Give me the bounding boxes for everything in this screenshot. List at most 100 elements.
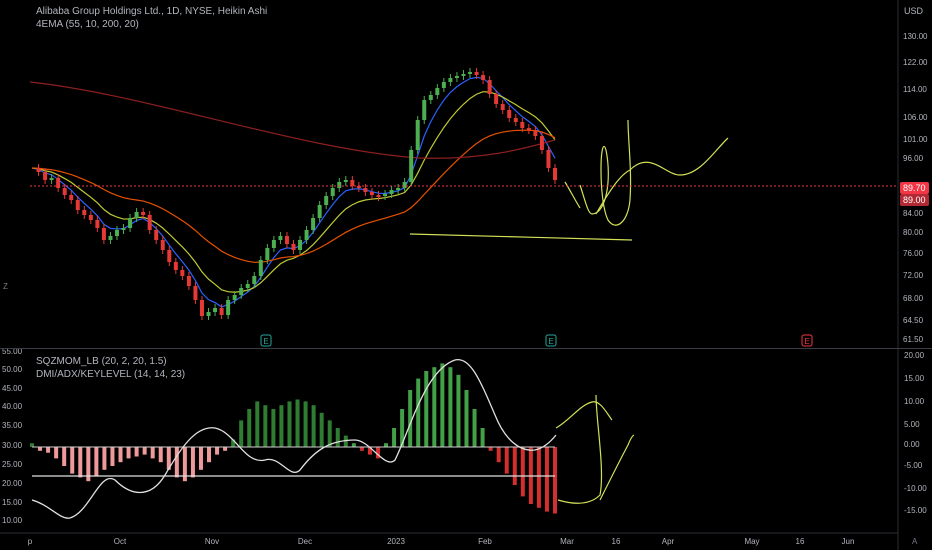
ema-200-line [29,81,556,159]
candle-body [448,78,453,82]
candle-body [199,300,204,316]
histogram-bar [536,447,541,508]
lower-left-tick: 50.00 [2,365,23,374]
lower-left-tick: 55.00 [2,347,23,356]
histogram-bar [166,447,171,470]
candle-body [278,236,283,240]
lower-right-tick: -5.00 [904,461,923,470]
candle-body [330,188,335,196]
annotation-stroke [579,119,632,226]
lower-right-tick: -10.00 [904,484,927,493]
histogram-bar [102,447,107,470]
histogram-bar [94,447,99,476]
candle-body [526,128,531,130]
candle-body [121,228,126,230]
candle-body [409,150,414,182]
candle-body [141,212,146,215]
annotations [409,119,729,504]
price-tick-label: 80.00 [903,228,924,237]
histogram-bar [295,399,300,447]
candle-body [239,288,244,295]
histogram-bar [271,409,276,447]
histogram-bar [54,447,59,459]
candle-body [167,250,172,262]
histogram-bar [375,447,380,459]
candle-body [369,192,374,195]
histogram-bar [432,367,437,447]
candle-body [154,230,159,240]
ema-lines [29,76,556,308]
candle-body [284,236,289,244]
histogram-bar [504,447,509,474]
histogram-bar [142,447,147,455]
date-tick-label: Dec [298,537,312,546]
candle-body [356,186,361,188]
lower-right-tick: 5.00 [904,420,920,429]
earnings-label: E [804,337,809,346]
histogram-bar [327,420,332,447]
candle-body [298,240,303,250]
price-tick-label: 61.50 [903,335,924,344]
ema-55-line [31,129,556,263]
candle-body [363,188,368,192]
histogram-bar [78,447,83,478]
candle-body [206,312,211,316]
histogram-bar [134,447,139,457]
candles [36,68,557,320]
annotation-stroke [555,401,613,429]
price-tick-label: 101.00 [903,135,928,144]
pane-separator[interactable] [0,348,932,349]
histogram-bar [150,447,155,459]
candle-body [69,195,74,200]
candle-body [291,244,296,250]
candle-body [487,80,492,94]
histogram-bar [464,390,469,447]
histogram-bar [488,447,493,451]
candle-body [128,218,133,228]
z-icon: Z [3,282,8,291]
histogram-bar [392,428,397,447]
histogram-bar [520,447,525,497]
dmi-legend: DMI/ADX/KEYLEVEL (14, 14, 23) [36,369,186,380]
candle-body [428,95,433,100]
candle-body [271,240,276,248]
price-tick-label: 76.00 [903,249,924,258]
annotation-stroke [557,394,603,504]
candle-body [507,110,512,118]
candle-body [415,120,420,150]
ema-legend: 4EMA (55, 10, 200, 20) [36,19,139,30]
histogram-bar [472,409,477,447]
histogram-bar [207,447,212,463]
candle-body [232,295,237,300]
annotation-stroke [409,233,633,241]
price-tick-label: 72.00 [903,271,924,280]
earnings-marker [545,334,557,347]
candle-body [147,215,152,230]
candle-body [481,75,486,80]
squeeze-histogram [30,363,557,514]
candle-body [383,194,388,196]
candle-body [317,205,322,218]
histogram-bar [223,447,228,451]
candle-body [500,104,505,110]
candle-body [186,276,191,286]
histogram-bar [239,420,244,447]
histogram-bar [544,447,549,512]
lower-left-tick: 45.00 [2,384,23,393]
candle-body [435,88,440,95]
price-tick-label: 64.50 [903,316,924,325]
histogram-bar [190,447,195,478]
histogram-bar [367,447,372,455]
histogram-bar [424,371,429,447]
histogram-bar [46,447,51,453]
earnings-marker [260,334,272,347]
price-tick-label: 106.00 [903,113,928,122]
date-tick-label: Nov [205,537,219,546]
candle-body [62,188,67,195]
histogram-bar [416,378,421,447]
histogram-bar [512,447,517,485]
candle-body [88,215,93,220]
candle-body [213,308,218,312]
